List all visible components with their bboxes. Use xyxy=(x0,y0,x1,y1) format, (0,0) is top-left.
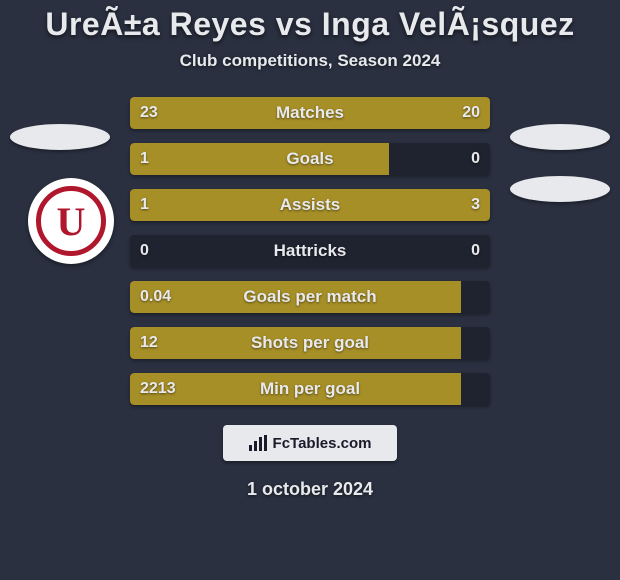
bar-chart-icon xyxy=(249,435,267,451)
stat-bar: 2213Min per goal xyxy=(130,373,490,405)
player-right-placeholder-shape-1 xyxy=(510,124,610,150)
player-right-placeholder-shape-2 xyxy=(510,176,610,202)
club-logo-letter: U xyxy=(36,186,106,256)
stat-label: Goals per match xyxy=(130,281,490,313)
source-brand-text: FcTables.com xyxy=(273,435,372,452)
stat-bar: 13Assists xyxy=(130,189,490,221)
stat-label: Assists xyxy=(130,189,490,221)
page-title: UreÃ±a Reyes vs Inga VelÃ¡squez xyxy=(0,6,620,43)
stat-bar: 10Goals xyxy=(130,143,490,175)
date-text: 1 october 2024 xyxy=(0,479,620,500)
stat-bar: 2320Matches xyxy=(130,97,490,129)
stat-label: Min per goal xyxy=(130,373,490,405)
stat-bar: 0.04Goals per match xyxy=(130,281,490,313)
source-badge: FcTables.com xyxy=(223,425,397,461)
stat-bar: 00Hattricks xyxy=(130,235,490,267)
stat-label: Hattricks xyxy=(130,235,490,267)
stat-label: Shots per goal xyxy=(130,327,490,359)
player-left-placeholder-shape xyxy=(10,124,110,150)
stat-label: Matches xyxy=(130,97,490,129)
club-logo-left: U xyxy=(28,178,114,264)
stat-bar: 12Shots per goal xyxy=(130,327,490,359)
page-subtitle: Club competitions, Season 2024 xyxy=(0,51,620,71)
stat-label: Goals xyxy=(130,143,490,175)
